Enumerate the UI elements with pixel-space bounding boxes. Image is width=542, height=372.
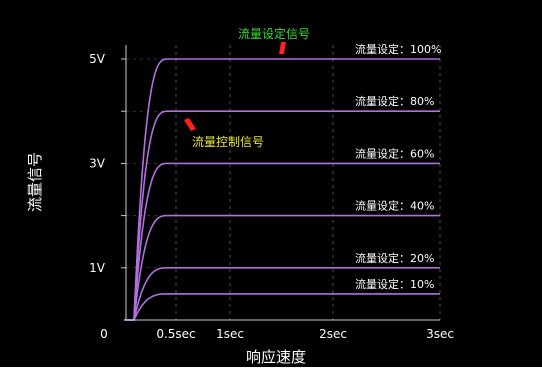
x-tick-label: 3sec bbox=[426, 327, 454, 341]
series-lines bbox=[124, 58, 440, 321]
control-signal-arrow bbox=[184, 118, 196, 131]
x-tick-label: 0 bbox=[100, 327, 108, 341]
setpoint-signal-arrow bbox=[279, 42, 286, 54]
y-tick-label: 3V bbox=[89, 156, 106, 170]
tick-labels: 0 0.5sec 1sec 2sec 3sec 1V 3V 5V bbox=[89, 52, 454, 341]
axes bbox=[121, 45, 440, 321]
x-tick-label: 1sec bbox=[216, 327, 244, 341]
y-tick-label: 5V bbox=[89, 52, 106, 66]
control-signal-annotation: 流量控制信号 bbox=[192, 135, 264, 149]
series-label: 流量设定：40% bbox=[355, 199, 434, 213]
series-label: 流量设定：10% bbox=[355, 277, 434, 291]
series-labels: 流量设定：100% 流量设定：80% 流量设定：60% 流量设定：40% 流量设定：20… bbox=[355, 42, 441, 291]
annotations: 流量设定信号 流量控制信号 bbox=[184, 26, 310, 149]
y-tick-label: 1V bbox=[89, 261, 106, 275]
series-label: 流量设定：100% bbox=[355, 42, 441, 56]
y-axis-label: 流量信号 bbox=[26, 152, 44, 212]
series-label: 流量设定：20% bbox=[355, 251, 434, 265]
x-tick-label: 0.5sec bbox=[156, 327, 195, 341]
series-line bbox=[124, 293, 440, 321]
series-line bbox=[124, 214, 440, 321]
series-line bbox=[124, 110, 440, 321]
series-label: 流量设定：80% bbox=[355, 94, 434, 108]
x-axis-label: 响应速度 bbox=[246, 348, 306, 366]
x-tick-label: 2sec bbox=[319, 327, 347, 341]
series-label: 流量设定：60% bbox=[355, 146, 434, 160]
series-line bbox=[124, 267, 440, 321]
setpoint-signal-annotation: 流量设定信号 bbox=[238, 26, 310, 41]
series-line bbox=[124, 162, 440, 321]
series-line bbox=[124, 58, 440, 321]
